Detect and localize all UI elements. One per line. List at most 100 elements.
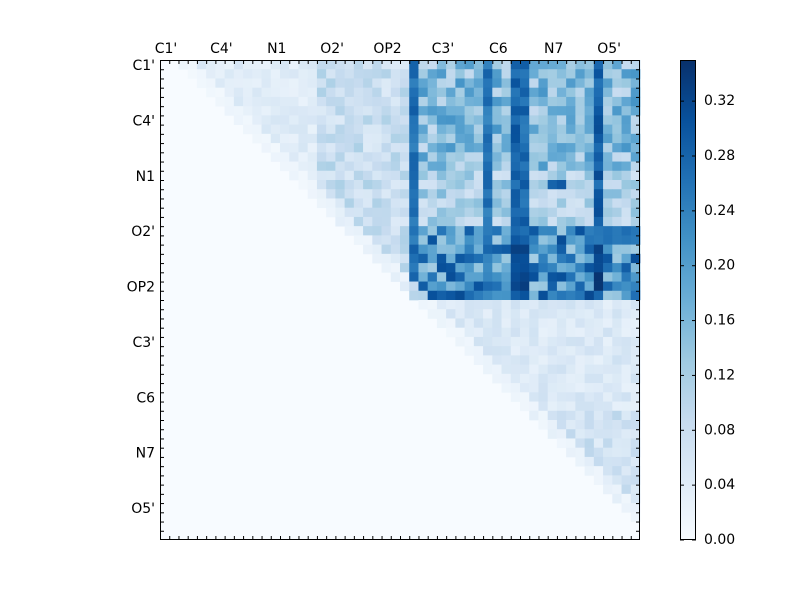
heatmap-cell — [621, 143, 632, 153]
heatmap-cell — [593, 364, 604, 375]
heatmap-cell — [446, 207, 456, 218]
heatmap-cell — [464, 170, 475, 181]
heatmap-cell — [307, 170, 318, 181]
heatmap-cell — [547, 355, 558, 365]
heatmap-cell — [464, 244, 475, 255]
heatmap-cell — [492, 143, 502, 153]
heatmap-cell — [464, 96, 475, 107]
heatmap-cell — [520, 235, 530, 245]
heatmap-cell — [529, 300, 539, 310]
heatmap-cell — [418, 96, 429, 107]
heatmap-cell — [427, 226, 438, 236]
heatmap-cell — [612, 244, 622, 255]
heatmap-cell — [575, 60, 585, 70]
heatmap-cell — [593, 87, 604, 98]
heatmap-cell — [400, 115, 410, 125]
heatmap-cell — [298, 106, 309, 116]
heatmap-cell — [529, 318, 539, 329]
heatmap-cell — [455, 124, 465, 135]
heatmap-cell — [566, 420, 576, 430]
heatmap-cell — [584, 198, 595, 209]
heatmap-cell — [566, 96, 576, 107]
heatmap-cell — [547, 189, 558, 199]
heatmap-cell — [298, 124, 309, 135]
heatmap-cell — [520, 272, 530, 282]
heatmap-cell — [335, 161, 345, 172]
heatmap-cell — [326, 87, 336, 98]
heatmap-cell — [316, 170, 327, 181]
heatmap-cell — [464, 115, 475, 125]
heatmap-cell — [326, 133, 336, 144]
heatmap-cell — [483, 133, 493, 144]
heatmap-cell — [344, 69, 355, 79]
heatmap-cell — [464, 161, 475, 172]
heatmap-cell — [400, 78, 410, 89]
heatmap-cell — [566, 216, 576, 227]
heatmap-cell — [612, 373, 622, 384]
heatmap-cell — [621, 309, 632, 319]
heatmap-cell — [353, 189, 364, 199]
heatmap-cell — [464, 78, 475, 89]
heatmap-cell — [603, 198, 613, 209]
heatmap-cell — [390, 180, 401, 190]
heatmap-cell — [575, 78, 585, 89]
heatmap-cell — [501, 207, 512, 218]
heatmap-cell — [215, 87, 225, 98]
heatmap-cell — [400, 226, 410, 236]
heatmap-cell — [381, 161, 392, 172]
heatmap-cell — [547, 281, 558, 292]
heatmap-cell — [353, 96, 364, 107]
heatmap-cell — [621, 60, 632, 70]
heatmap-cell — [390, 143, 401, 153]
heatmap-cell — [307, 152, 318, 162]
heatmap-cell — [566, 124, 576, 135]
heatmap-cell — [464, 309, 475, 319]
heatmap-cell — [326, 124, 336, 135]
heatmap-cell — [196, 60, 207, 70]
heatmap-cell — [353, 124, 364, 135]
heatmap-cell — [501, 180, 512, 190]
heatmap-cell — [538, 143, 549, 153]
heatmap-cell — [326, 78, 336, 89]
heatmap-cell — [547, 336, 558, 347]
heatmap-cell — [483, 96, 493, 107]
heatmap-cell — [436, 78, 447, 89]
heatmap-cell — [520, 180, 530, 190]
heatmap-cell — [538, 170, 549, 181]
heatmap-cell — [326, 170, 336, 181]
heatmap-cell — [455, 198, 465, 209]
heatmap-cell — [584, 124, 595, 135]
heatmap-cell — [630, 318, 641, 329]
heatmap-cell — [593, 170, 604, 181]
heatmap-cell — [593, 373, 604, 384]
heatmap-cell — [547, 143, 558, 153]
heatmap-cell — [547, 263, 558, 273]
heatmap-cell — [418, 207, 429, 218]
heatmap-cell — [556, 281, 567, 292]
heatmap-cell — [520, 226, 530, 236]
heatmap-cell — [630, 198, 641, 209]
heatmap-cell — [584, 466, 595, 476]
heatmap-cell — [538, 244, 549, 255]
heatmap-cell — [630, 300, 641, 310]
heatmap-cell — [529, 143, 539, 153]
heatmap-cell — [400, 106, 410, 116]
heatmap-cell — [353, 152, 364, 162]
heatmap-cell — [584, 318, 595, 329]
heatmap-cell — [400, 133, 410, 144]
heatmap-cell — [252, 87, 262, 98]
heatmap-cell — [427, 106, 438, 116]
heatmap-cell — [603, 152, 613, 162]
heatmap-cell — [353, 198, 364, 209]
heatmap-cell — [630, 263, 641, 273]
heatmap-cell — [400, 198, 410, 209]
heatmap-cell — [473, 69, 484, 79]
heatmap-cell — [584, 253, 595, 264]
heatmap-cell — [529, 207, 539, 218]
heatmap-cell — [612, 447, 622, 458]
heatmap-cell — [593, 226, 604, 236]
heatmap-cell — [593, 318, 604, 329]
heatmap-cell — [520, 170, 530, 181]
heatmap-cell — [510, 207, 521, 218]
heatmap-cell — [621, 355, 632, 365]
